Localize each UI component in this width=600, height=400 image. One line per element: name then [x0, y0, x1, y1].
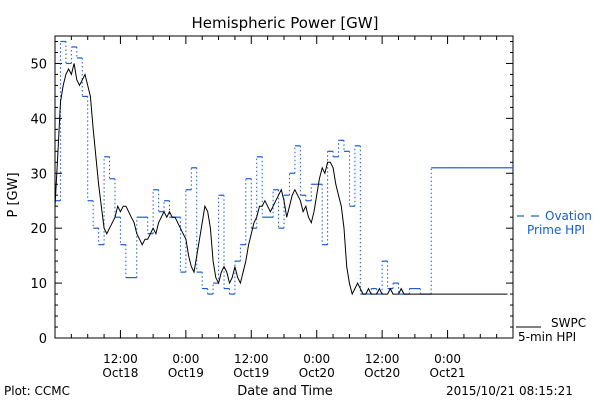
x-tick-label-date: Oct20 — [299, 366, 335, 380]
x-tick-label-time: 0:00 — [172, 352, 199, 366]
y-tick-label: 0 — [39, 332, 47, 347]
y-tick-label: 10 — [30, 277, 47, 292]
x-tick-label-date: Oct21 — [430, 366, 466, 380]
plot-frame — [54, 35, 514, 339]
axis-ticks — [54, 36, 514, 339]
tick-labels: 0102030405012:00Oct180:00Oct1912:00Oct19… — [30, 57, 465, 380]
y-tick-label: 40 — [30, 112, 47, 127]
legend-ovation-line1: Ovation — [545, 209, 592, 223]
x-tick-label-date: Oct19 — [168, 366, 204, 380]
x-tick-label-date: Oct19 — [233, 366, 269, 380]
x-tick-label-time: 0:00 — [434, 352, 461, 366]
x-tick-label-time: 12:00 — [234, 352, 269, 366]
x-tick-label-time: 12:00 — [365, 352, 400, 366]
x-tick-label-date: Oct20 — [364, 366, 400, 380]
legend-swpc-line2: 5-min HPI — [518, 330, 576, 344]
y-axis-label: P [GW] — [6, 172, 21, 217]
plot-source: Plot: CCMC — [4, 384, 70, 398]
legend-swpc: SWPC 5-min HPI — [516, 316, 586, 344]
chart-title: Hemispheric Power [GW] — [192, 14, 379, 32]
series-lines — [54, 40, 513, 296]
y-tick-label: 50 — [30, 57, 47, 72]
swpc-line — [54, 63, 508, 296]
x-tick-label-date: Oct18 — [102, 366, 138, 380]
y-tick-label: 20 — [30, 222, 47, 237]
x-axis-label: Date and Time — [237, 384, 333, 399]
legend-ovation: Ovation Prime HPI — [517, 209, 592, 237]
x-tick-label-time: 0:00 — [303, 352, 330, 366]
legend-ovation-line2: Prime HPI — [527, 223, 585, 237]
x-tick-label-time: 12:00 — [103, 352, 138, 366]
plot-timestamp: 2015/10/21 08:15:21 — [446, 384, 573, 398]
legend-swpc-line1: SWPC — [551, 316, 586, 330]
y-tick-label: 30 — [30, 167, 47, 182]
